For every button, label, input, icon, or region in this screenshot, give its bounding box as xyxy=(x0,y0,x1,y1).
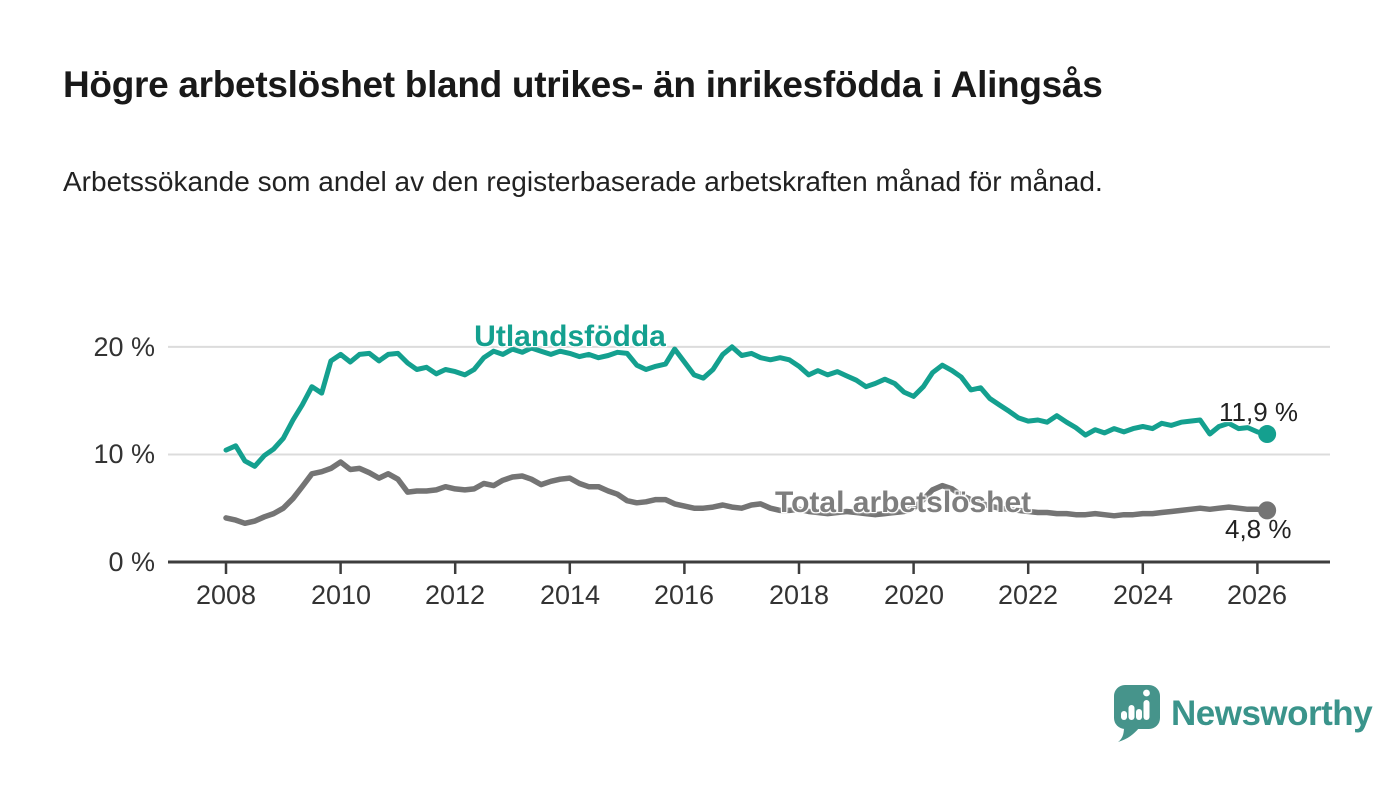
newsworthy-logo: Newsworthy xyxy=(1112,684,1373,744)
series-line-0 xyxy=(223,344,1270,469)
newsworthy-logo-text: Newsworthy xyxy=(1171,694,1373,733)
chart-title: Högre arbetslöshet bland utrikes- än inr… xyxy=(63,64,1103,105)
x-axis-label-2012: 2012 xyxy=(424,580,486,610)
series-label-total-arbetsloshet: Total arbetslöshet xyxy=(775,486,1032,519)
y-axis-label-0: 0 % xyxy=(108,547,155,577)
series-line-1 xyxy=(223,459,1270,527)
series-end-dot-1 xyxy=(1258,501,1277,520)
x-axis-label-2016: 2016 xyxy=(653,580,715,610)
x-axis-label-2026: 2026 xyxy=(1226,580,1288,610)
newsworthy-bars-icon xyxy=(1114,685,1160,742)
end-value-label-total: 4,8 % xyxy=(1225,514,1292,544)
series-end-dot-0 xyxy=(1258,425,1277,444)
series-label-utlandsfodda: Utlandsfödda xyxy=(474,320,666,353)
x-axis-label-2014: 2014 xyxy=(539,580,601,610)
y-axis-label-10: 10 % xyxy=(93,439,155,469)
y-axis-label-20: 20 % xyxy=(93,332,155,362)
x-axis-label-2010: 2010 xyxy=(310,580,372,610)
x-axis-label-2008: 2008 xyxy=(195,580,257,610)
x-axis-label-2024: 2024 xyxy=(1112,580,1174,610)
x-axis-label-2022: 2022 xyxy=(997,580,1059,610)
chart-subtitle: Arbetssökande som andel av den registerb… xyxy=(63,166,1103,197)
x-axis-label-2018: 2018 xyxy=(768,580,830,610)
end-value-label-utlandsfodda: 11,9 % xyxy=(1219,397,1299,427)
x-axis-label-2020: 2020 xyxy=(883,580,945,610)
